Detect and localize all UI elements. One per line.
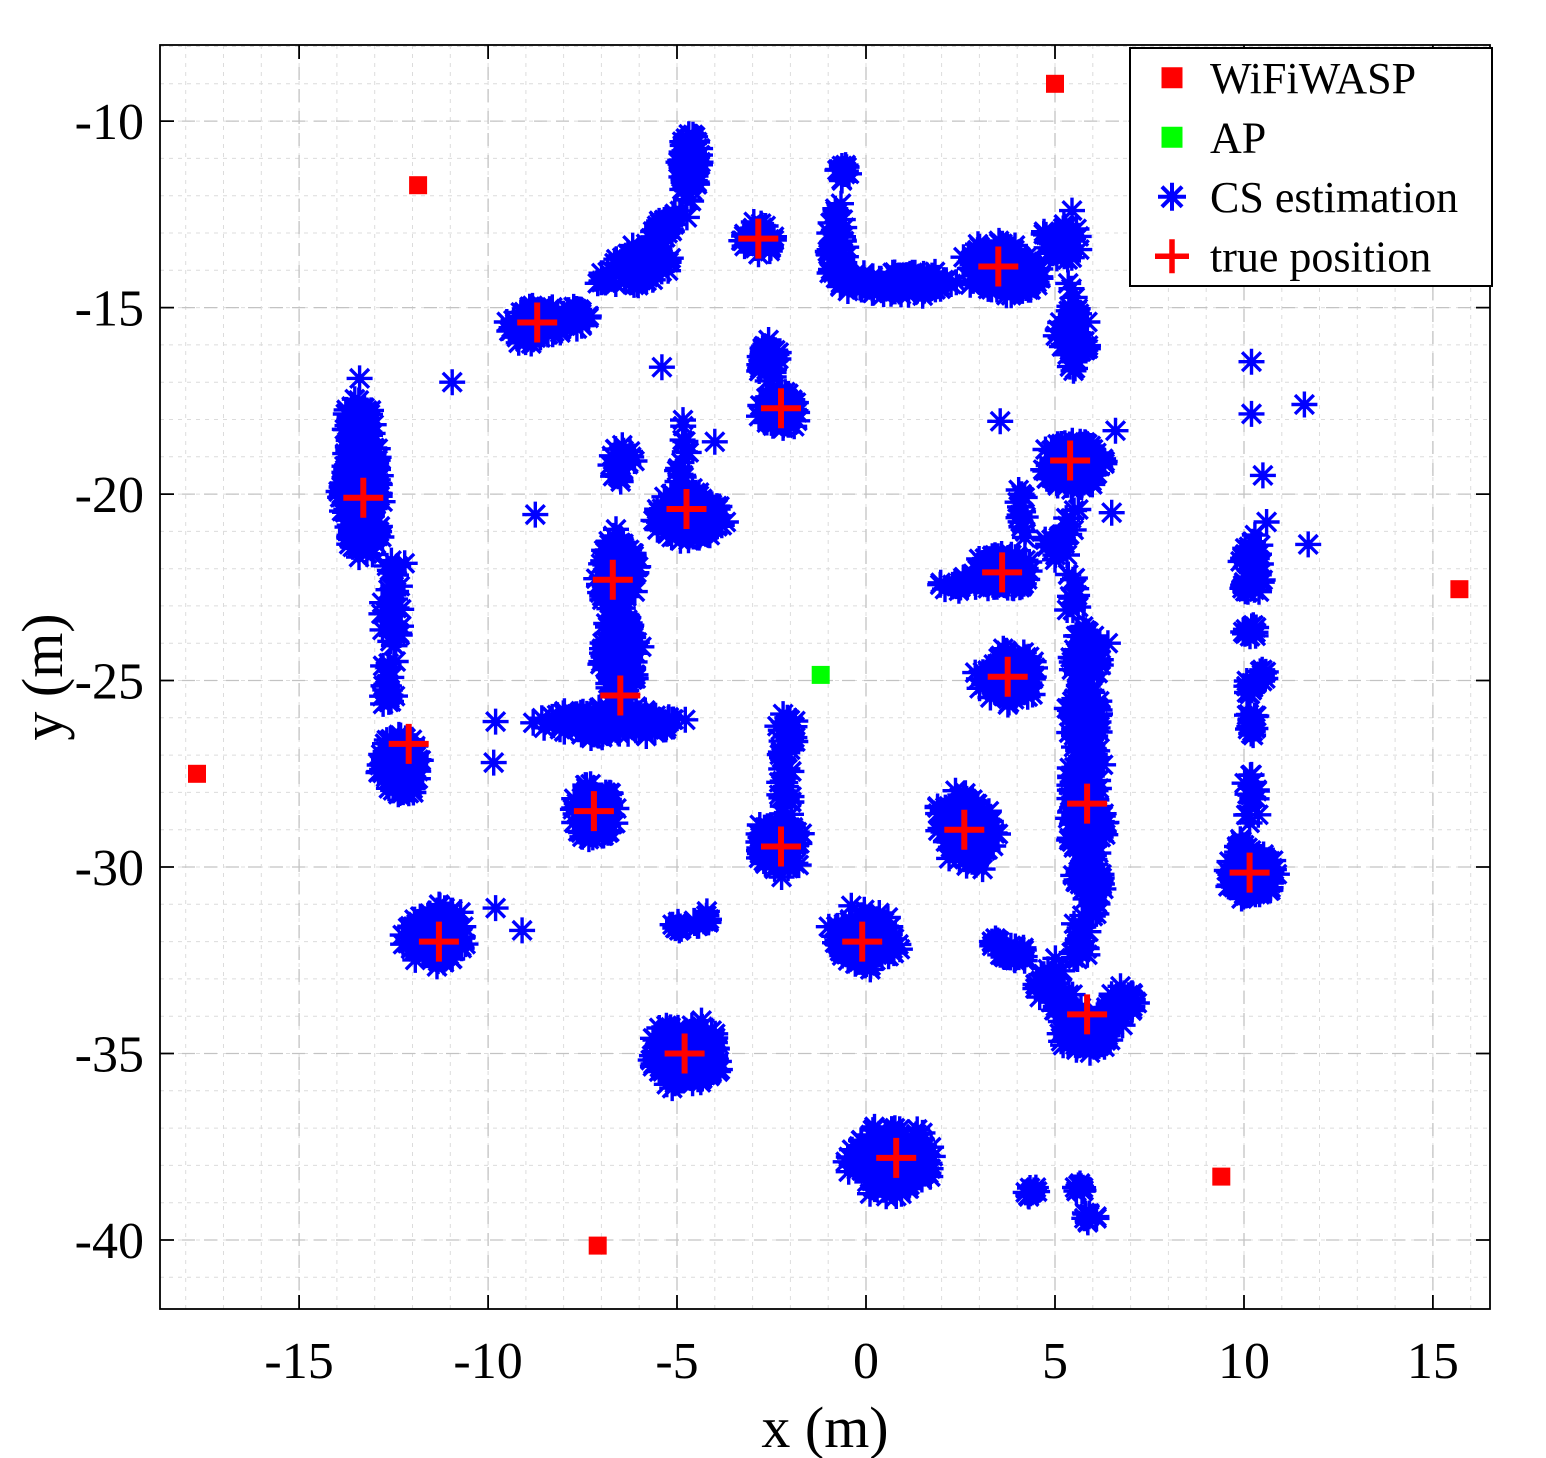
wifiwasp-marker: [1046, 74, 1064, 93]
wifiwasp-marker: [1212, 1167, 1231, 1186]
axes-frame: [159, 44, 1491, 1310]
y-tick-label: -40: [75, 1213, 144, 1270]
WiFiWASP-legend-square-icon: [1161, 67, 1183, 89]
grid-lines: [160, 45, 1490, 1309]
x-tick-label: 10: [1218, 1333, 1270, 1390]
legend-item-true-position: true position: [1155, 232, 1431, 281]
x-tick-label: -15: [264, 1333, 333, 1390]
wifiwasp-points: [188, 74, 1469, 1255]
true-position-points: [343, 218, 1270, 1178]
wifiwasp-marker: [588, 1236, 607, 1255]
x-tick-label: 0: [853, 1333, 879, 1390]
plot-frame: [159, 44, 1491, 1310]
ap-marker: [811, 665, 830, 684]
legend-item-label: AP: [1210, 113, 1266, 162]
legend-item-wifiwasp: WiFiWASP: [1161, 54, 1416, 103]
y-tick-label: -15: [75, 281, 144, 338]
legend-item-ap: AP: [1161, 113, 1266, 162]
wifiwasp-marker: [188, 764, 206, 783]
tick-marks: [160, 45, 1490, 1309]
wifiwasp-marker: [1450, 580, 1469, 599]
tick-labels: -15 -10 -5 0 5 10 15 -40 -35 -30 -25 -20 -15 -10: [75, 94, 1459, 1390]
y-tick-label: -20: [75, 467, 144, 524]
legend-item-cs-estimation: CS estimation: [1158, 173, 1458, 222]
x-axis-label: x (m): [761, 1395, 888, 1458]
y-tick-label: -35: [75, 1027, 144, 1084]
asterisk-legend-icon: [1158, 182, 1186, 211]
legend-item-label: true position: [1210, 232, 1431, 281]
x-tick-label: -5: [655, 1333, 698, 1390]
legend-box: [1129, 47, 1493, 287]
x-tick-label: 15: [1407, 1333, 1459, 1390]
legend-item-label: WiFiWASP: [1210, 54, 1416, 103]
x-tick-label: -10: [453, 1333, 522, 1390]
ap-point: [811, 665, 830, 684]
y-tick-label: -25: [75, 654, 144, 711]
x-tick-label: 5: [1042, 1333, 1068, 1390]
legend: WiFiWASP AP CS estimation true position: [1129, 47, 1493, 287]
AP-legend-square-icon: [1161, 126, 1183, 148]
legend-item-label: CS estimation: [1210, 173, 1458, 222]
wifiwasp-marker: [409, 176, 428, 195]
y-tick-label: -30: [75, 840, 144, 897]
plus-legend-icon: [1155, 239, 1189, 274]
y-tick-label: -10: [75, 94, 144, 151]
y-axis-label: y (m): [10, 613, 75, 740]
